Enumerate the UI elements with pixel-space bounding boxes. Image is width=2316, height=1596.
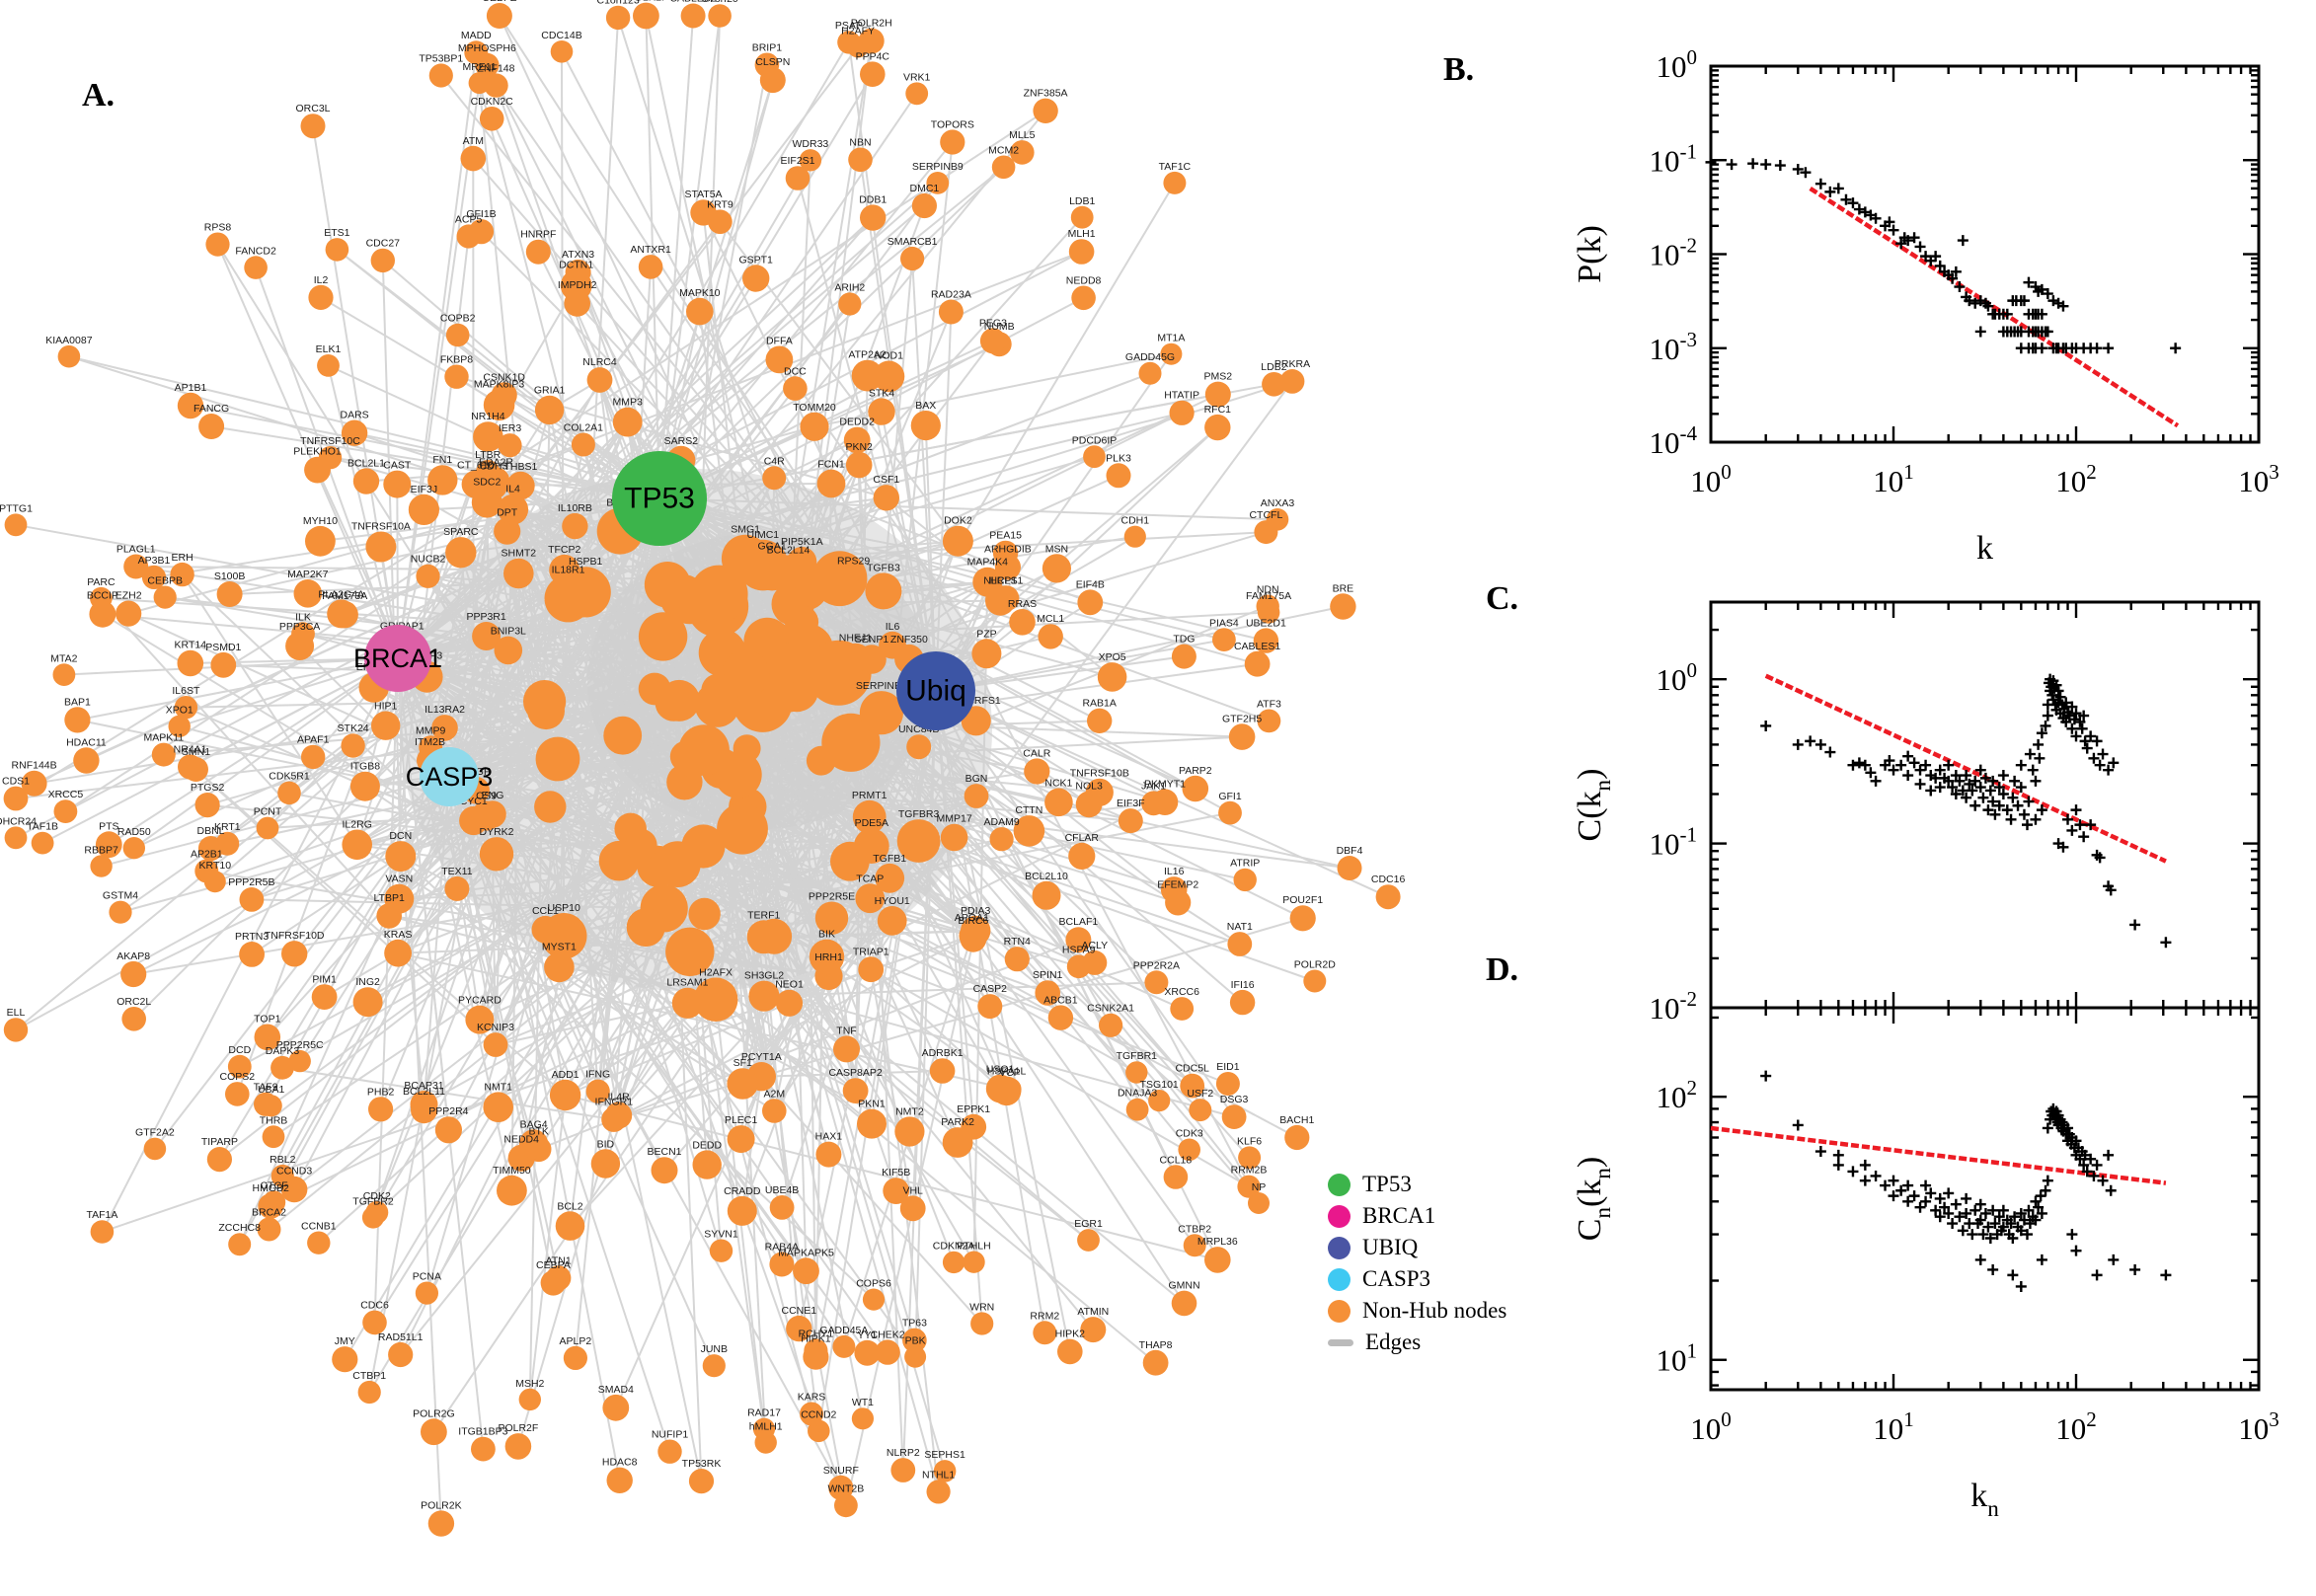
- axis-label: Cn(kn): [1572, 1157, 1616, 1241]
- plot-frame: [1711, 1008, 2259, 1390]
- tick-label: 102: [1657, 1076, 1698, 1114]
- node-swatch-icon: [1328, 1174, 1351, 1196]
- tick-label: 10-2: [1650, 234, 1698, 272]
- panel-b-plot: 100 101 102 103 100 10-1 10-2 10-3 10-4 k P(k): [1572, 45, 2279, 567]
- legend-label: Edges: [1365, 1330, 1421, 1355]
- legend-item-ubiq: UBIQ: [1328, 1232, 1506, 1263]
- panel-label-b: B.: [1443, 51, 1474, 89]
- tick-label: 101: [1873, 1407, 1914, 1446]
- tick-label: 102: [2055, 460, 2097, 498]
- tick-label: 103: [2238, 1407, 2279, 1446]
- panel-c-plot: 100 10-1 10-2 C(kn): [1572, 602, 2259, 1026]
- edge-swatch-icon: [1328, 1339, 1353, 1346]
- panel-label-a: A.: [82, 77, 115, 114]
- tick-label: 10-1: [1650, 823, 1698, 862]
- tick-label: 10-1: [1650, 139, 1698, 178]
- panel-label-d: D.: [1486, 951, 1518, 989]
- tick-label: 103: [2238, 460, 2279, 498]
- plot-frame: [1711, 602, 2259, 1008]
- legend-label: Non-Hub nodes: [1362, 1298, 1506, 1324]
- legend-item-non-hub-nodes: Non-Hub nodes: [1328, 1295, 1506, 1327]
- legend-item-brca1: BRCA1: [1328, 1200, 1506, 1232]
- legend-item-tp53: TP53: [1328, 1169, 1506, 1200]
- tick-label: 100: [1657, 658, 1698, 697]
- axis-label: k: [1976, 530, 1993, 567]
- legend-label: CASP3: [1362, 1266, 1430, 1292]
- legend-label: TP53: [1362, 1172, 1412, 1197]
- node-swatch-icon: [1328, 1268, 1351, 1291]
- network-legend: TP53 BRCA1 UBIQ CASP3 Non-Hub nodes Edges: [1328, 1169, 1506, 1358]
- tick-label: 100: [1690, 460, 1732, 498]
- legend-item-edges: Edges: [1328, 1327, 1506, 1358]
- legend-label: UBIQ: [1362, 1235, 1418, 1260]
- tick-label: 100: [1690, 1407, 1732, 1446]
- panel-label-c: C.: [1486, 580, 1518, 618]
- tick-label: 10-3: [1650, 328, 1698, 366]
- node-swatch-icon: [1328, 1300, 1351, 1323]
- node-swatch-icon: [1328, 1237, 1351, 1259]
- axis-label: C(kn): [1572, 769, 1616, 842]
- tick-label: 100: [1657, 45, 1698, 84]
- tick-label: 10-4: [1650, 421, 1698, 460]
- tick-label: 102: [2055, 1407, 2097, 1446]
- panel-d-plot: 100 101 102 103 101 102 kn Cn(kn): [1572, 1008, 2279, 1522]
- axis-label: kn: [1970, 1478, 1999, 1522]
- tick-label: 10-2: [1650, 987, 1698, 1026]
- tick-label: 101: [1873, 460, 1914, 498]
- legend-label: BRCA1: [1362, 1203, 1435, 1229]
- legend-item-casp3: CASP3: [1328, 1263, 1506, 1295]
- axis-label: P(k): [1572, 225, 1608, 283]
- node-swatch-icon: [1328, 1205, 1351, 1228]
- tick-label: 101: [1657, 1339, 1698, 1378]
- plot-frame: [1711, 66, 2259, 442]
